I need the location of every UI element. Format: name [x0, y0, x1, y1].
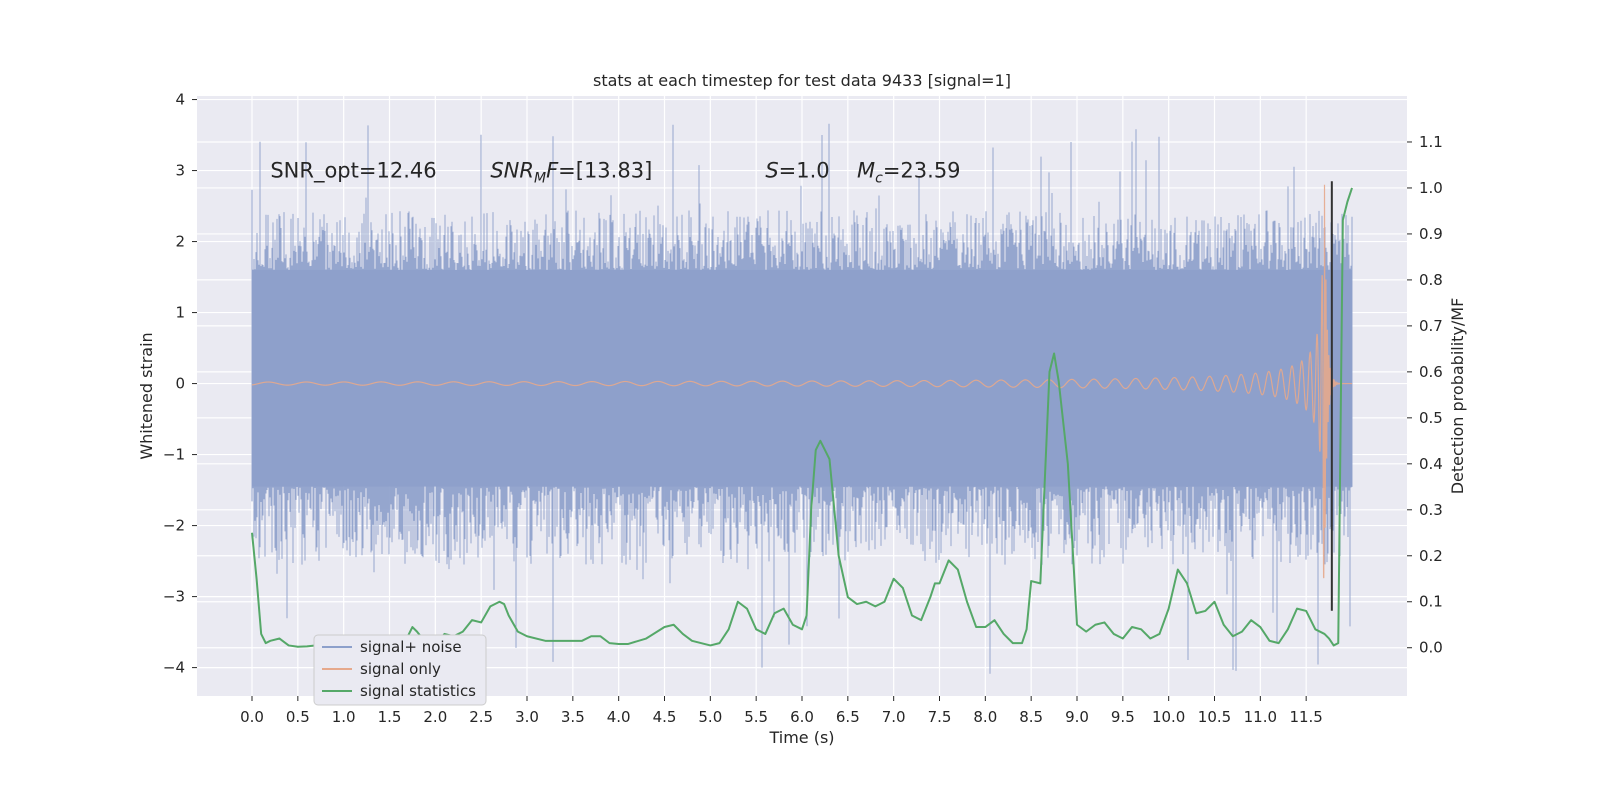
legend-box — [313, 634, 487, 706]
legend-label-signal: signal only — [360, 660, 441, 678]
x-tick-label: 11.5 — [1289, 708, 1322, 726]
annotation-snr_mf: SNRMF=[13.83] — [490, 159, 652, 187]
y2-tick-label: 0.8 — [1419, 271, 1443, 289]
y-tick-label: −1 — [163, 446, 185, 464]
y2-tick-label: 0.2 — [1419, 547, 1443, 565]
y2-tick-label: 0.1 — [1419, 593, 1443, 611]
y2-tick-label: 0.0 — [1419, 639, 1443, 657]
legend: signal+ noise signal only signal statist… — [313, 634, 487, 706]
y-axis-label: Whitened strain — [137, 332, 156, 459]
y-tick-label: 2 — [175, 233, 185, 251]
x-tick-label: 0.5 — [286, 708, 310, 726]
y2-tick-label: 0.9 — [1419, 225, 1443, 243]
x-tick-label: 11.0 — [1244, 708, 1277, 726]
y2-axis-label: Detection probability/MF — [1448, 298, 1467, 495]
x-tick-label: 5.5 — [744, 708, 768, 726]
chart-title: stats at each timestep for test data 943… — [593, 71, 1011, 90]
x-tick-label: 0.0 — [240, 708, 264, 726]
x-tick-label: 1.0 — [332, 708, 356, 726]
y2-tick-label: 1.0 — [1419, 179, 1443, 197]
signal-trace — [251, 184, 1352, 579]
x-tick-label: 4.0 — [607, 708, 631, 726]
statistics-line — [251, 187, 1353, 648]
x-tick-label: 8.5 — [1019, 708, 1043, 726]
x-tick-label: 1.5 — [378, 708, 402, 726]
y-tick-label: 0 — [175, 375, 185, 393]
y2-tick-label: 0.4 — [1419, 455, 1443, 473]
x-tick-label: 5.0 — [698, 708, 722, 726]
y2-tick-label: 0.5 — [1419, 409, 1443, 427]
annotations: SNR_opt=12.46 SNRMF=[13.83] S=1.0 Mc=23.59 — [270, 159, 960, 187]
x-tick-label: 3.0 — [515, 708, 539, 726]
series-signal-statistics — [251, 181, 1353, 648]
series-signal-only — [251, 184, 1352, 579]
x-tick-label: 6.5 — [836, 708, 860, 726]
series-signal-plus-noise — [251, 123, 1353, 674]
x-tick-label: 10.0 — [1152, 708, 1185, 726]
y-tick-label: −4 — [163, 659, 185, 677]
x-tick-label: 2.5 — [469, 708, 493, 726]
axis-ticks: 0.0 0.5 1.0 1.5 2.0 2.5 3.0 3.5 4.0 4.5 5.0 5.5 6.0 6… — [163, 91, 1443, 726]
y-tick-label: 1 — [175, 304, 185, 322]
x-tick-label: 3.5 — [561, 708, 585, 726]
annotation-plain: SNR_opt=12.46 — [270, 159, 436, 184]
x-tick-label: 7.5 — [928, 708, 952, 726]
x-axis-label: Time (s) — [768, 728, 834, 747]
y-tick-label: 3 — [175, 162, 185, 180]
annotation-mchirp: Mc=23.59 — [857, 159, 961, 187]
y2-tick-label: 0.6 — [1419, 363, 1443, 381]
y-tick-label: −3 — [163, 588, 185, 606]
x-tick-label: 7.0 — [882, 708, 906, 726]
x-tick-label: 6.0 — [790, 708, 814, 726]
y-tick-label: 4 — [175, 91, 185, 109]
x-tick-label: 4.5 — [653, 708, 677, 726]
x-tick-label: 8.0 — [973, 708, 997, 726]
legend-label-stats: signal statistics — [360, 682, 476, 700]
y2-tick-label: 0.7 — [1419, 317, 1443, 335]
y-tick-label: −2 — [163, 517, 185, 535]
x-tick-label: 10.5 — [1198, 708, 1231, 726]
y2-tick-label: 0.3 — [1419, 501, 1443, 519]
x-tick-label: 2.0 — [423, 708, 447, 726]
annotation-spin: S=1.0 — [765, 159, 829, 183]
legend-label-noise: signal+ noise — [360, 638, 462, 656]
y2-tick-label: 1.1 — [1419, 133, 1443, 151]
x-tick-label: 9.5 — [1111, 708, 1135, 726]
x-tick-label: 9.0 — [1065, 708, 1089, 726]
